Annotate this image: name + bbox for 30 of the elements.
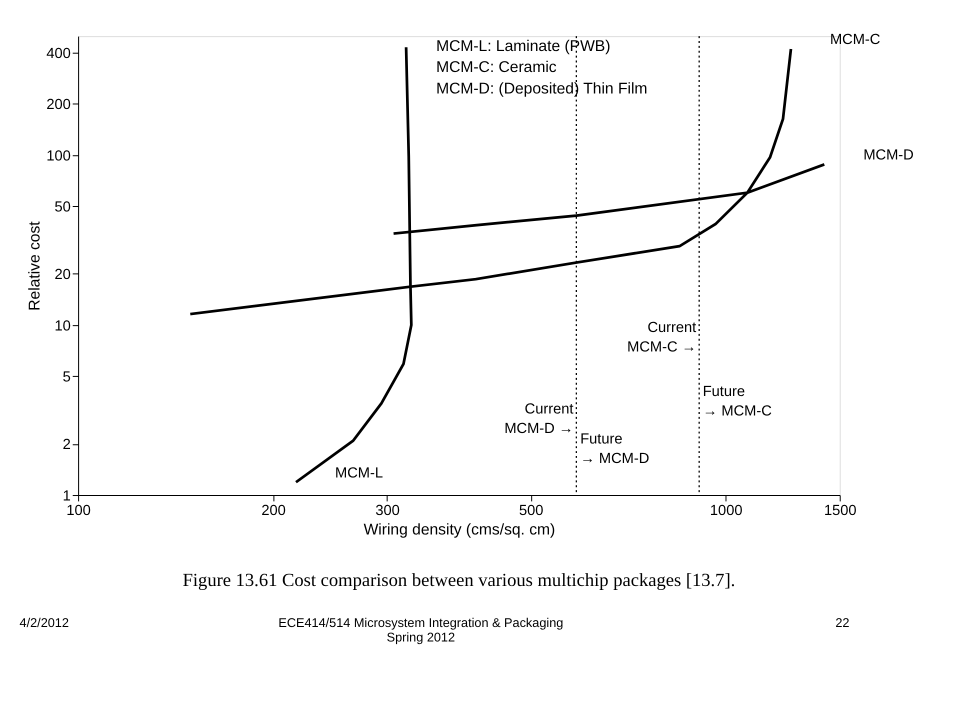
y-tick-label: 50	[54, 200, 71, 216]
text: 22	[835, 616, 850, 630]
y-tick-label: 100	[46, 148, 71, 164]
y-axis-title: Relative cost	[26, 220, 44, 311]
x-tick-label: 1000	[710, 503, 742, 520]
annotation: Current MCM-C →	[627, 320, 696, 356]
annotation: MCM-C: Ceramic	[436, 59, 557, 76]
y-tick-label: 5	[62, 370, 71, 386]
annotation: MCM-D: (Deposited) Thin Film	[436, 80, 648, 98]
y-tick-label: 2	[62, 437, 71, 454]
x-tick-label: 200	[261, 503, 286, 520]
y-tick-label: 400	[46, 46, 71, 62]
x-tick-label: 500	[519, 503, 544, 520]
annotation: Current MCM-D →	[504, 402, 574, 438]
x-axis-title: Wiring density (cms/sq. cm)	[364, 522, 556, 539]
annotation: Future → MCM-D	[580, 432, 650, 468]
y-tick-label: 20	[54, 267, 71, 284]
annotation: Future → MCM-C	[702, 384, 772, 420]
x-tick-label: 1500	[824, 503, 856, 520]
annotation: MCM-L: Laminate (PWB)	[436, 38, 610, 55]
text: Figure 13.61 Cost comparison between various multichip packages [13.7].	[182, 570, 736, 591]
x-tick-label: 300	[375, 503, 400, 520]
y-tick-label: 1	[62, 488, 71, 504]
text: MCM-D	[863, 148, 914, 164]
text: ECE414/514 Microsystem Integration & Packaging Spring 2012	[278, 616, 564, 645]
y-tick-label: 200	[46, 97, 71, 114]
text: MCM-C	[830, 32, 880, 48]
y-tick-label: 10	[54, 318, 71, 334]
text: 4/2/2012	[20, 616, 69, 630]
series-label: MCM-L	[335, 465, 383, 482]
